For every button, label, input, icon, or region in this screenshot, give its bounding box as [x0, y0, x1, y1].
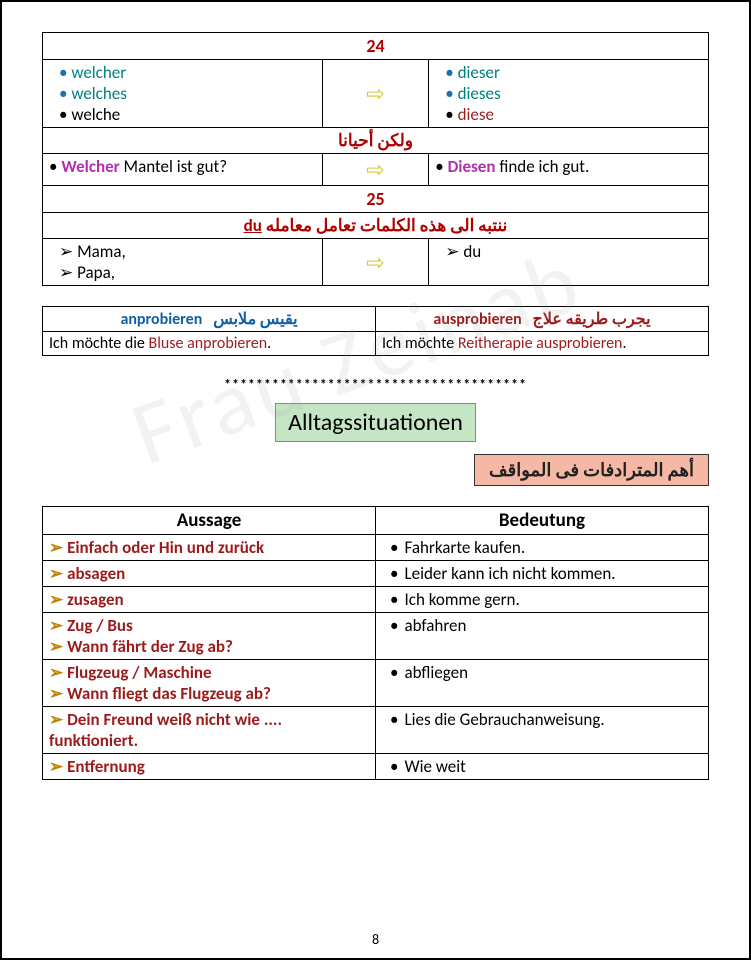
arrow-cell: ⇨	[322, 239, 429, 286]
anprobieren-header: anprobieren يقيس ملابس	[43, 307, 376, 332]
bedeutung-cell: •Leider kann ich nicht kommen.	[376, 561, 709, 587]
aussage-cell: ➢ Flugzeug / Maschine➢ Wann fliegt das F…	[43, 660, 376, 707]
ausprobieren-header: ausprobieren يجرب طريقه علاج	[376, 307, 709, 332]
welcher-list: welcher welches welche	[43, 60, 323, 128]
page-number: 8	[2, 931, 749, 948]
ausprobieren-example: Ich möchte Reitherapie ausprobieren.	[376, 332, 709, 356]
bedeutung-cell: •Ich komme gern.	[376, 587, 709, 613]
document-page: Frau Zeinab 24 welcher welches welche ⇨ …	[0, 0, 751, 960]
mama-papa-list: Mama, Papa,	[43, 239, 323, 286]
du-list: du	[429, 239, 709, 286]
bedeutung-cell: •Lies die Gebrauchanweisung.	[376, 707, 709, 754]
row-25-header: 25	[43, 186, 709, 213]
arabic-note-1: ولكن أحيانا	[43, 128, 709, 154]
table-anprobieren: anprobieren يقيس ملابس ausprobieren يجرب…	[42, 306, 709, 356]
row-24-header: 24	[43, 33, 709, 60]
bedeutung-cell: •Wie weit	[376, 754, 709, 780]
arrow-icon: ⇨	[366, 249, 384, 276]
example-diesen: • Diesen finde ich gut.	[429, 154, 709, 186]
arrow-icon: ⇨	[366, 80, 384, 107]
aussage-cell: ➢ Einfach oder Hin und zurück	[43, 535, 376, 561]
bedeutung-cell: •abfliegen	[376, 660, 709, 707]
table-aussage-bedeutung: Aussage Bedeutung ➢ Einfach oder Hin und…	[42, 506, 709, 780]
table-grammar-24-25: 24 welcher welches welche ⇨ dieser diese…	[42, 32, 709, 286]
bedeutung-cell: •Fahrkarte kaufen.	[376, 535, 709, 561]
section-subtitle: أهم المترادفات فى المواقف	[474, 454, 709, 486]
aussage-cell: ➢ Entfernung	[43, 754, 376, 780]
arrow-cell: ⇨	[322, 60, 429, 128]
example-welcher: • Welcher Mantel ist gut?	[43, 154, 323, 186]
arabic-note-2: ننتبه الى هذه الكلمات تعامل معامله du	[43, 213, 709, 239]
bedeutung-cell: •abfahren	[376, 613, 709, 660]
aussage-header: Aussage	[43, 507, 376, 535]
arrow-icon: ⇨	[366, 156, 384, 183]
separator-stars: **************************************	[42, 376, 709, 393]
aussage-cell: ➢ absagen	[43, 561, 376, 587]
aussage-cell: ➢ zusagen	[43, 587, 376, 613]
dieser-list: dieser dieses diese	[429, 60, 709, 128]
arrow-cell: ⇨	[322, 154, 429, 186]
aussage-cell: ➢ Dein Freund weiß nicht wie .... funkti…	[43, 707, 376, 754]
bedeutung-header: Bedeutung	[376, 507, 709, 535]
section-title: Alltagssituationen	[275, 403, 476, 442]
aussage-cell: ➢ Zug / Bus➢ Wann fährt der Zug ab?	[43, 613, 376, 660]
anprobieren-example: Ich möchte die Bluse anprobieren.	[43, 332, 376, 356]
